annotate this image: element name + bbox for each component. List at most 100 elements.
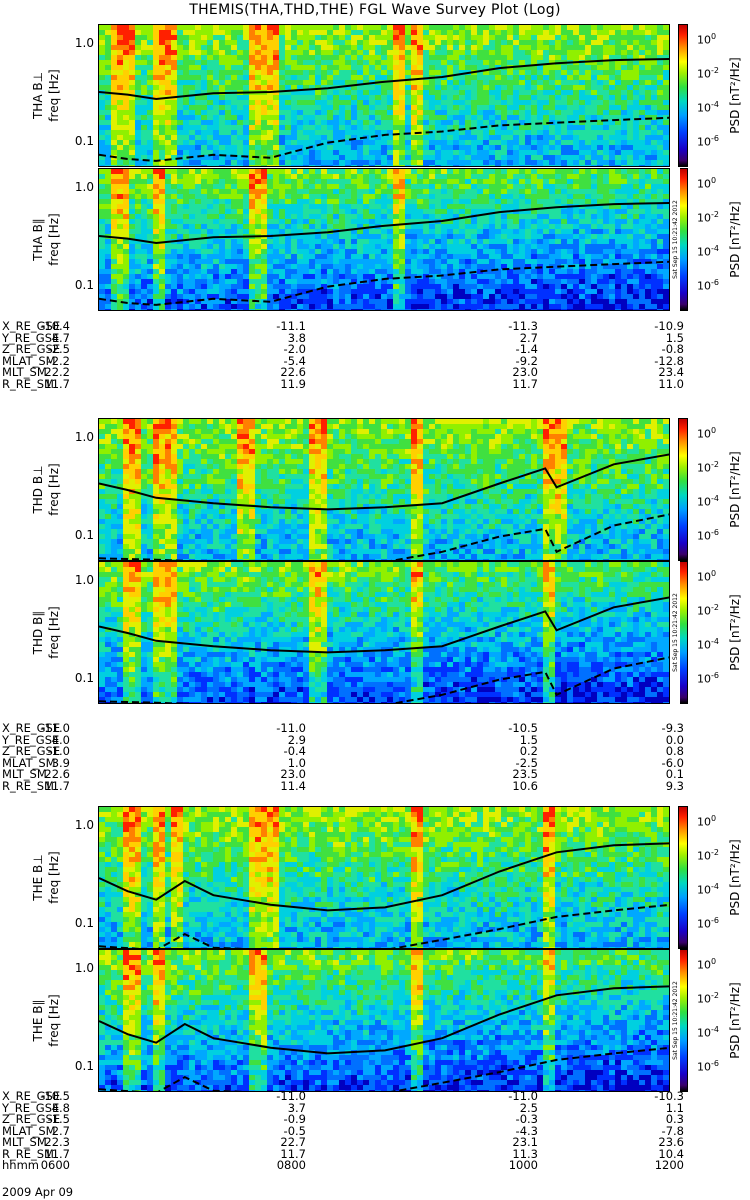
spectrogram-cell — [471, 120, 477, 125]
spectrogram-cell — [117, 150, 123, 155]
spectrogram-cell — [429, 234, 435, 239]
spectrogram-cell — [279, 199, 285, 204]
spectrogram-cell — [603, 90, 609, 95]
spectrogram-cell — [669, 130, 670, 135]
spectrogram-cell — [297, 229, 303, 234]
spectrogram-cell — [141, 30, 147, 35]
spectrogram-cell — [159, 45, 165, 50]
spectrogram-cell — [369, 120, 375, 125]
spectrogram-cell — [297, 85, 303, 90]
spectrogram-cell — [165, 80, 171, 85]
spectrogram-cell — [477, 189, 483, 194]
spectrogram-cell — [351, 50, 357, 55]
spectrogram-cell — [465, 224, 471, 229]
spectrogram-cell — [441, 259, 447, 264]
spectrogram-cell — [645, 30, 651, 35]
spectrogram-cell — [417, 264, 423, 269]
spectrogram-cell — [351, 70, 357, 75]
spectrogram-cell — [387, 75, 393, 80]
spectrogram-cell — [351, 259, 357, 264]
spectrogram-cell — [471, 40, 477, 45]
spectrogram-cell — [603, 145, 609, 150]
spectrogram-cell — [393, 160, 399, 165]
spectrogram-cell — [501, 229, 507, 234]
spectrogram-cell — [417, 179, 423, 184]
spectrogram-cell — [213, 85, 219, 90]
spectrogram-cell — [183, 244, 189, 249]
spectrogram-cell — [285, 169, 291, 174]
spectrogram-cell — [597, 125, 603, 130]
spectrogram-cell — [441, 135, 447, 140]
spectrogram-cell — [621, 105, 627, 110]
spectrogram-cell — [255, 35, 261, 40]
spectrogram-cell — [117, 284, 123, 289]
spectrogram-cell — [537, 45, 543, 50]
spectrogram-cell — [483, 184, 489, 189]
spectrogram-cell — [507, 120, 513, 125]
spectrogram-cell — [111, 25, 117, 30]
spectrogram-cell — [363, 75, 369, 80]
spectrogram-cell — [279, 219, 285, 224]
spectrogram-cell — [483, 105, 489, 110]
spectrogram-cell — [489, 30, 495, 35]
spectrogram-cell — [423, 199, 429, 204]
spectrogram-cell — [141, 204, 147, 209]
spectrogram-cell — [231, 194, 237, 199]
spectrogram-cell — [597, 75, 603, 80]
spectrogram-cell — [213, 75, 219, 80]
spectrogram-cell — [249, 239, 255, 244]
spectrogram-cell — [399, 259, 405, 264]
spectrogram-cell — [141, 105, 147, 110]
spectrogram-cell — [339, 140, 345, 145]
spectrogram-cell — [129, 244, 135, 249]
spectrogram-cell — [147, 140, 153, 145]
spectrogram-cell — [225, 150, 231, 155]
spectrogram-cell — [531, 140, 537, 145]
spectrogram-cell — [471, 194, 477, 199]
spectrogram-cell — [357, 165, 363, 166]
spectrogram-cell — [603, 150, 609, 155]
spectrogram-cell — [603, 140, 609, 145]
spectrogram-cell — [507, 219, 513, 224]
spectrogram-cell — [417, 125, 423, 130]
spectrogram-cell — [387, 304, 393, 309]
spectrogram-cell — [477, 85, 483, 90]
spectrogram-cell — [489, 269, 495, 274]
spectrogram-cell — [327, 165, 333, 166]
spectrogram-cell — [159, 264, 165, 269]
spectrogram-cell — [255, 25, 261, 30]
spectrogram-cell — [357, 214, 363, 219]
spectrogram-cell — [405, 214, 411, 219]
spectrogram-cell — [171, 50, 177, 55]
spectrogram-cell — [597, 130, 603, 135]
spectrogram-cell — [105, 100, 111, 105]
spectrogram-cell — [249, 254, 255, 259]
spectrogram-cell — [339, 279, 345, 284]
spectrogram-cell — [213, 110, 219, 115]
spectrogram-cell — [531, 209, 537, 214]
spectrogram-cell — [243, 189, 249, 194]
spectrogram-cell — [309, 165, 315, 166]
spectrogram-cell — [183, 274, 189, 279]
spectrogram-cell — [411, 274, 417, 279]
spectrogram-cell — [321, 75, 327, 80]
spectrogram-cell — [519, 184, 525, 189]
spectrogram-cell — [429, 189, 435, 194]
spectrogram-cell — [273, 120, 279, 125]
spectrogram-cell — [393, 309, 399, 310]
spectrogram-cell — [369, 130, 375, 135]
spectrogram-cell — [423, 189, 429, 194]
spectrogram-cell — [387, 284, 393, 289]
spectrogram-cell — [189, 234, 195, 239]
spectrogram-cell — [141, 125, 147, 130]
spectrogram-cell — [291, 299, 297, 304]
spectrogram-cell — [501, 244, 507, 249]
spectrogram-cell — [369, 304, 375, 309]
spectrogram-cell — [315, 120, 321, 125]
spectrogram-cell — [213, 309, 219, 310]
spectrogram-cell — [537, 135, 543, 140]
spectrogram-cell — [567, 25, 573, 30]
spectrogram-cell — [615, 80, 621, 85]
spectrogram-cell — [483, 165, 489, 166]
spectrogram-cell — [639, 25, 645, 30]
